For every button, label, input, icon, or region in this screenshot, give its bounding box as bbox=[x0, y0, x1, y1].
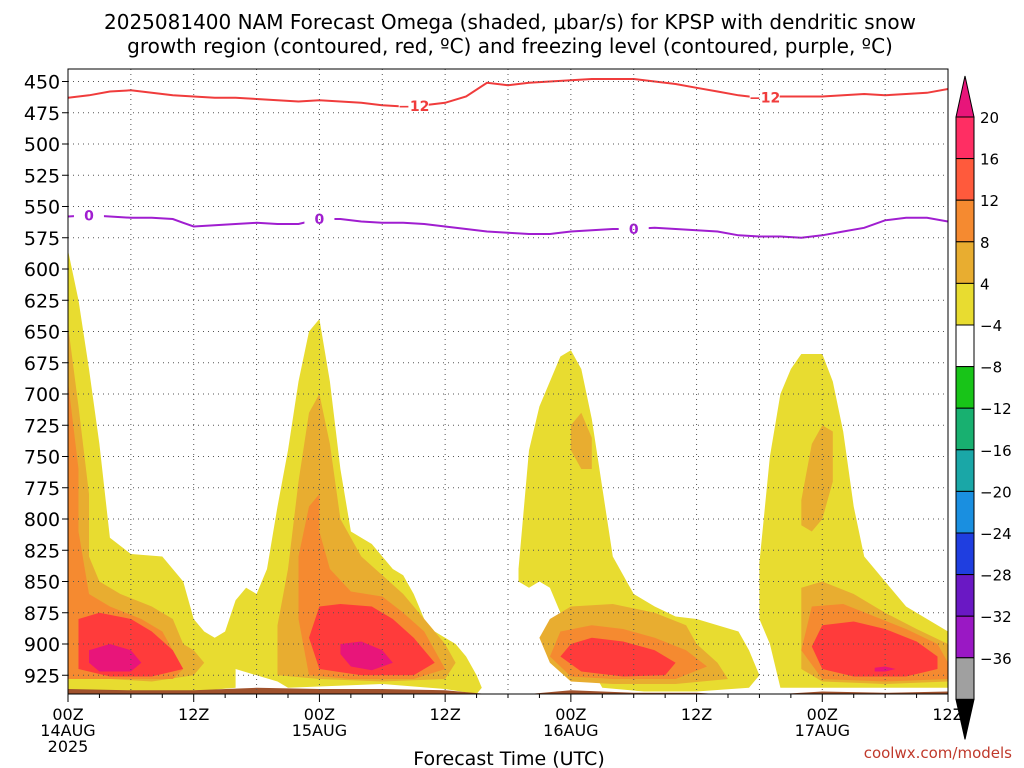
y-tick-label: 850 bbox=[24, 572, 60, 594]
omega-region-8 bbox=[801, 425, 833, 532]
colorbar-swatch bbox=[955, 241, 975, 284]
y-tick-label: 900 bbox=[24, 634, 60, 656]
colorbar-swatch bbox=[955, 282, 975, 326]
y-tick-label: 475 bbox=[24, 103, 60, 125]
colorbar: 20 16 12 8 4 −4 −8 −12 −16 −20 −24 −28 −32 −36 bbox=[955, 75, 1012, 740]
contour-label-1-0: 0 bbox=[84, 208, 94, 224]
colorbar-label: −4 bbox=[980, 317, 1002, 335]
colorbar-label: −8 bbox=[980, 359, 1002, 377]
x-tick-label: 00Z bbox=[304, 705, 335, 724]
y-tick-label: 875 bbox=[24, 603, 60, 625]
colorbar-label: 20 bbox=[980, 109, 999, 127]
contour-line-1 bbox=[68, 214, 948, 239]
x-tick-label: 00Z bbox=[807, 705, 838, 724]
omega-region-16 bbox=[560, 637, 676, 677]
x-tick-label: 16AUG bbox=[543, 721, 598, 740]
omega-region-20 bbox=[340, 641, 393, 671]
ground-band bbox=[68, 687, 948, 694]
y-tick-label: 450 bbox=[24, 72, 60, 94]
colorbar-label: 8 bbox=[980, 234, 990, 252]
y-tick-label: 825 bbox=[24, 540, 60, 562]
x-tick-label: 00Z bbox=[555, 705, 586, 724]
omega-region-20 bbox=[89, 644, 142, 672]
colorbar-top-arrow bbox=[955, 75, 975, 118]
chart-title-line2: growth region (contoured, red, ºC) and f… bbox=[127, 34, 893, 58]
contour-label-bg bbox=[749, 88, 780, 107]
colorbar-label: 12 bbox=[980, 192, 999, 210]
omega-region-16 bbox=[811, 621, 938, 677]
colorbar-bottom-arrow bbox=[955, 698, 975, 740]
y-tick-label: 775 bbox=[24, 478, 60, 500]
colorbar-swatch bbox=[955, 324, 975, 368]
y-tick-label: 575 bbox=[24, 228, 60, 250]
colorbar-label: −24 bbox=[980, 525, 1012, 543]
chart-title-line1: 2025081400 NAM Forecast Omega (shaded, μ… bbox=[104, 10, 916, 34]
contour-label-bg bbox=[73, 206, 104, 225]
omega-region-8 bbox=[570, 412, 592, 469]
y-tick-label: 725 bbox=[24, 415, 60, 437]
contour-label-0-1: −12 bbox=[749, 90, 780, 106]
colorbar-swatch bbox=[955, 657, 975, 700]
colorbar-label: −36 bbox=[980, 650, 1012, 668]
grid-lines bbox=[68, 69, 948, 694]
x-tick-label: 12Z bbox=[681, 705, 712, 724]
y-axis: 450 475 500 525 550 575 600 625 650 675 700 725 750 7… bbox=[24, 72, 68, 687]
y-tick-label: 925 bbox=[24, 665, 60, 687]
contour-line-0 bbox=[68, 78, 948, 108]
x-tick-label: 2025 bbox=[48, 737, 89, 756]
colorbar-swatch bbox=[955, 449, 975, 492]
x-tick-label: 14AUG bbox=[40, 721, 95, 740]
colorbar-swatch bbox=[955, 532, 975, 576]
y-tick-label: 600 bbox=[24, 259, 60, 281]
credit-text: coolwx.com/models bbox=[864, 744, 1012, 762]
omega-region-12 bbox=[68, 381, 184, 679]
x-tick-label: 17AUG bbox=[795, 721, 850, 740]
omega-region-16 bbox=[309, 604, 435, 676]
contour-label-0-0: −12 bbox=[398, 99, 429, 115]
x-tick-label: 12Z bbox=[932, 705, 963, 724]
y-tick-label: 525 bbox=[24, 165, 60, 187]
y-tick-label: 800 bbox=[24, 509, 60, 531]
contour-lines: −12−120 00 bbox=[68, 78, 948, 239]
colorbar-swatch bbox=[955, 615, 975, 659]
colorbar-label: −32 bbox=[980, 608, 1012, 626]
colorbar-swatch bbox=[955, 158, 975, 201]
colorbar-label: −28 bbox=[980, 567, 1012, 585]
colorbar-swatch bbox=[955, 490, 975, 534]
x-tick-label: 00Z bbox=[52, 705, 83, 724]
y-tick-label: 550 bbox=[24, 197, 60, 219]
colorbar-label: 4 bbox=[980, 275, 990, 293]
omega-region-8 bbox=[68, 325, 205, 682]
y-tick-label: 500 bbox=[24, 134, 60, 156]
contour-label-bg bbox=[398, 96, 429, 115]
x-tick-label: 12Z bbox=[178, 705, 209, 724]
colorbar-swatch bbox=[955, 116, 975, 160]
colorbar-label: −20 bbox=[980, 483, 1012, 501]
y-tick-label: 650 bbox=[24, 322, 60, 344]
colorbar-swatch bbox=[955, 199, 975, 243]
y-tick-label: 625 bbox=[24, 290, 60, 312]
y-tick-label: 700 bbox=[24, 384, 60, 406]
x-axis-title: Forecast Time (UTC) bbox=[413, 748, 604, 768]
colorbar-label: 16 bbox=[980, 151, 999, 169]
colorbar-label: −16 bbox=[980, 442, 1012, 460]
colorbar-swatch bbox=[955, 574, 975, 617]
y-tick-label: 750 bbox=[24, 447, 60, 469]
y-tick-label: 675 bbox=[24, 353, 60, 375]
x-tick-label: 15AUG bbox=[292, 721, 347, 740]
colorbar-swatch bbox=[955, 366, 975, 409]
colorbar-swatch bbox=[955, 407, 975, 451]
colorbar-label: −12 bbox=[980, 400, 1012, 418]
x-tick-label: 12Z bbox=[429, 705, 460, 724]
